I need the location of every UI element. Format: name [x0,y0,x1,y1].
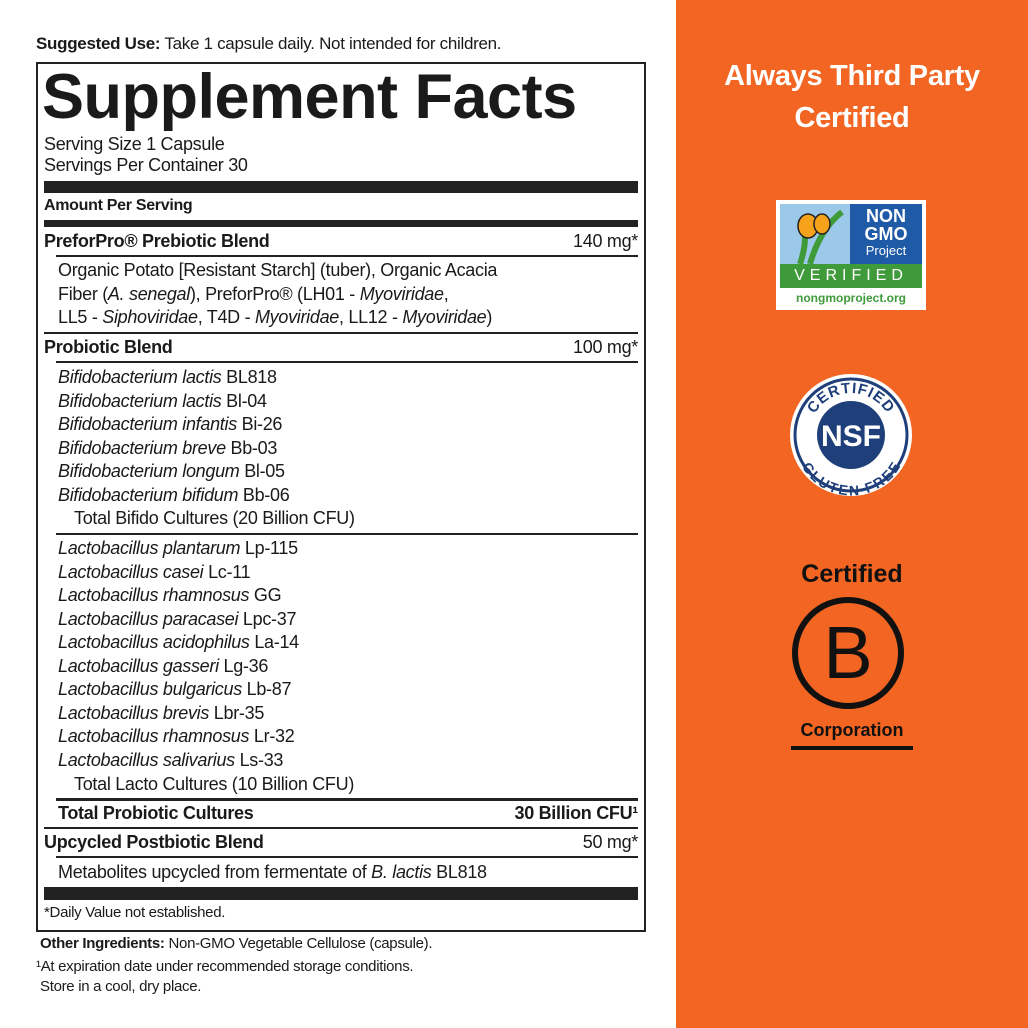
bcorp-corporation-text: Corporation [800,720,904,740]
lacto-total: Total Lacto Cultures (10 Billion CFU) [74,774,355,794]
divider [44,887,638,900]
non-gmo-verified-logo: NON GMO Project VERIFIED nongmoproject.o… [776,200,926,310]
ingredient-line: Metabolites upcycled from fermentate of … [58,862,487,882]
strain-row: Lactobacillus brevis Lbr-35 [58,702,265,723]
b-corp-logo: B [792,597,904,709]
serving-size: Serving Size 1 Capsule [44,134,225,154]
divider [56,255,638,257]
strain-row: Bifidobacterium breve Bb-03 [58,437,278,458]
divider [56,533,638,535]
supplement-facts-panel [36,62,646,932]
strain-row: Lactobacillus gasseri Lg-36 [58,655,269,676]
ingredient-line: Organic Potato [Resistant Starch] (tuber… [58,260,498,280]
strain-row: Lactobacillus salivarius Ls-33 [58,749,284,770]
daily-value-note: *Daily Value not established. [44,904,226,921]
facts-title: Supplement Facts [42,62,577,132]
divider [56,798,638,801]
prebiotic-blend-row: PreforPro® Prebiotic Blend 140 mg* [44,231,638,251]
strain-row: Bifidobacterium bifidum Bb-06 [58,484,290,505]
svg-text:NSF: NSF [821,420,881,453]
ingredient-line: Fiber (A. senegal), PreforPro® (LH01 - M… [58,283,449,304]
divider [44,827,638,829]
strain-row: Lactobacillus plantarum Lp-115 [58,538,298,558]
divider [44,332,638,334]
strain-row: Lactobacillus paracasei Lpc-37 [58,608,297,629]
strain-row: Lactobacillus rhamnosus Lr-32 [58,726,295,746]
total-probiotic-row: Total Probiotic Cultures 30 Billion CFU¹ [58,803,638,823]
strain-row: Lactobacillus acidophilus La-14 [58,632,299,652]
nsf-gluten-free-logo: CERTIFIED GLUTEN-FREE NSF [789,373,913,499]
footnote: ¹At expiration date under recommended st… [36,958,414,975]
divider [44,220,638,227]
strain-row: Bifidobacterium lactis BL818 [58,367,277,387]
bcorp-underline [791,746,913,750]
bcorp-certified-text: Certified [801,560,903,588]
strain-row: Lactobacillus rhamnosus GG [58,585,282,605]
postbiotic-blend-row: Upcycled Postbiotic Blend 50 mg* [44,832,638,852]
strain-row: Bifidobacterium lactis Bl-04 [58,390,267,411]
bifido-total: Total Bifido Cultures (20 Billion CFU) [74,508,355,528]
panel-title-line1: Always Third Party [724,60,980,92]
strain-row: Lactobacillus casei Lc-11 [58,561,251,582]
non-gmo-text: Project [865,243,907,258]
non-gmo-text: NON [866,206,906,226]
certifications-panel: Always Third Party Certified NON GMO Pro… [676,0,1028,1028]
divider [56,361,638,363]
storage-note: Store in a cool, dry place. [40,978,202,995]
strain-row: Bifidobacterium longum Bl-05 [58,461,285,481]
strain-row: Bifidobacterium infantis Bi-26 [58,414,283,434]
divider [56,856,638,858]
non-gmo-text: GMO [864,224,908,244]
panel-title-line2: Certified [794,102,910,134]
suggested-use: Suggested Use: Take 1 capsule daily. Not… [36,34,502,53]
strain-row: Lactobacillus bulgaricus Lb-87 [58,679,292,699]
probiotic-blend-row: Probiotic Blend 100 mg* [44,337,638,357]
amount-per-serving: Amount Per Serving [44,197,193,214]
butterfly-icon [780,204,850,265]
other-ingredients: Other Ingredients: Non-GMO Vegetable Cel… [40,935,433,952]
verified-text: VERIFIED [780,264,922,288]
divider [44,181,638,193]
servings-per-container: Servings Per Container 30 [44,155,248,175]
non-gmo-url: nongmoproject.org [796,291,906,305]
ingredient-line: LL5 - Siphoviridae, T4D - Myoviridae, LL… [58,307,493,327]
